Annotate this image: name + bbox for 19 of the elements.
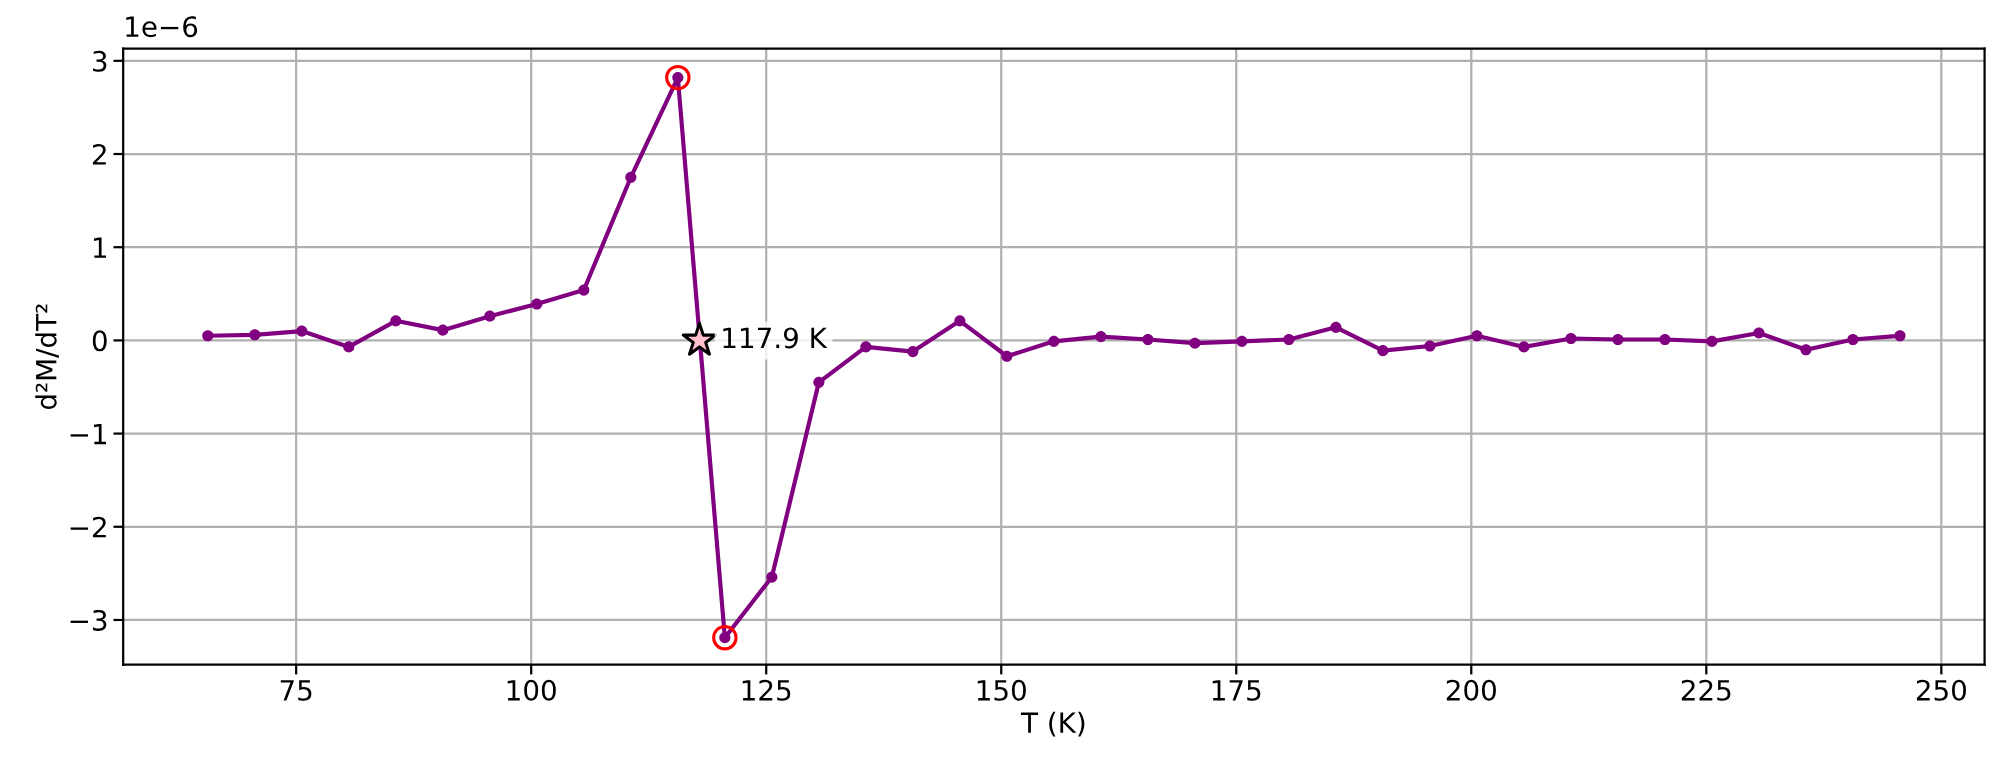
y-tick-label: 3 bbox=[93, 50, 107, 72]
x-axis-title: T (K) bbox=[1020, 711, 1085, 737]
x-tick-label: 175 bbox=[1212, 680, 1261, 701]
x-tick-label: 250 bbox=[1916, 679, 1966, 701]
x-tick-label: 225 bbox=[1681, 679, 1731, 701]
x-tick-label: 200 bbox=[1446, 679, 1496, 701]
y-tick-label: 0 bbox=[92, 330, 107, 352]
x-tick-label: 75 bbox=[280, 680, 312, 701]
annotation: 117.9 K bbox=[723, 327, 828, 349]
x-tick-label: 125 bbox=[742, 679, 791, 701]
y-tick-label: −1 bbox=[70, 423, 107, 445]
y-tick-label: 1 bbox=[93, 237, 107, 258]
y-tick-label: 2 bbox=[92, 143, 106, 165]
x-tick-label: 100 bbox=[507, 679, 556, 701]
y-tick-label: −2 bbox=[70, 516, 106, 538]
y-tick-label: −3 bbox=[70, 609, 107, 631]
y-axis-title: d²M/dT² bbox=[35, 304, 59, 410]
x-tick-label: 150 bbox=[977, 679, 1026, 701]
text: 1e−6 bbox=[126, 16, 198, 38]
